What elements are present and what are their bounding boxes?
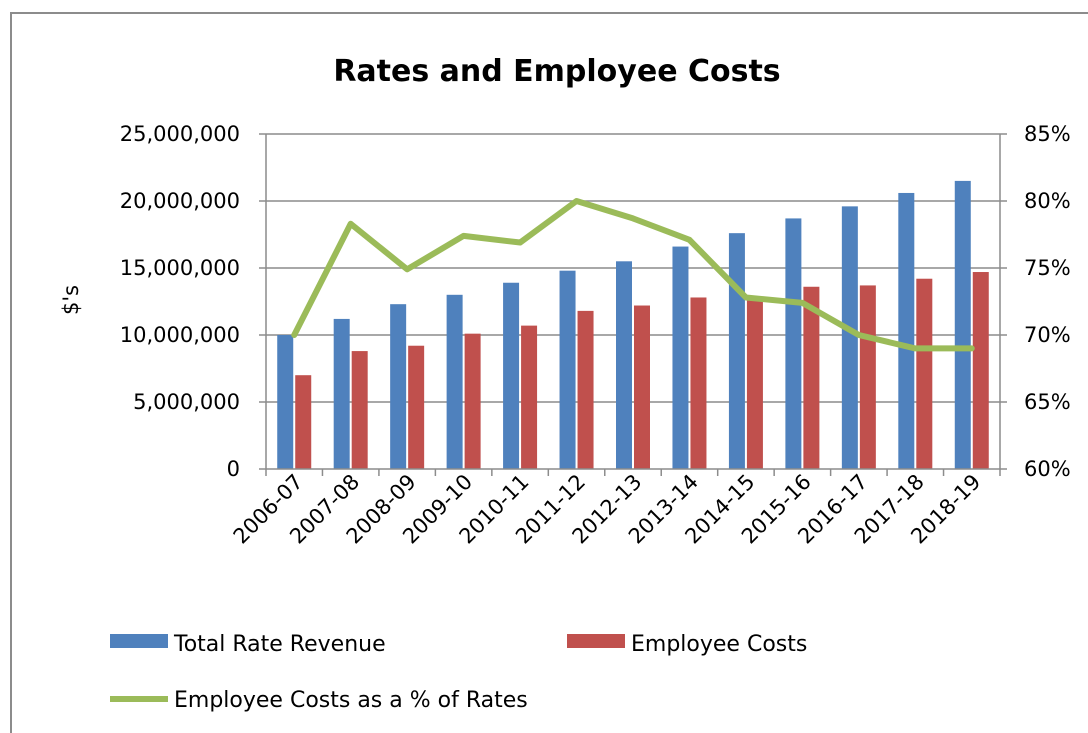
right-axis-ticks: 60% 65% 70% 75% 80% 85% — [1000, 122, 1071, 481]
y-tick-label: 20,000,000 — [120, 189, 240, 213]
bar-employee-costs — [408, 345, 425, 469]
line-series-group — [291, 198, 975, 352]
bar-total-rate-revenue — [277, 335, 294, 469]
y2-tick-label: 70% — [1024, 323, 1071, 347]
y-tick-label: 5,000,000 — [133, 390, 240, 414]
legend-swatch-employee-costs — [567, 634, 625, 648]
bar-employee-costs — [295, 375, 312, 469]
bar-employee-costs — [972, 272, 989, 469]
chart-frame: Rates and Employee Costs 0 5,000,000 10,00… — [10, 12, 1088, 733]
bar-total-rate-revenue — [333, 318, 350, 469]
bar-employee-costs — [634, 305, 650, 469]
y2-tick-label: 60% — [1024, 457, 1071, 481]
y-tick-label: 25,000,000 — [120, 122, 240, 146]
bar-employee-costs — [690, 297, 707, 469]
y2-tick-label: 65% — [1024, 390, 1071, 414]
bar-total-rate-revenue — [503, 282, 520, 469]
bar-employee-costs — [577, 310, 594, 469]
chart-title: Rates and Employee Costs — [333, 54, 780, 89]
legend-label-total-rate-revenue: Total Rate Revenue — [173, 632, 386, 657]
bar-total-rate-revenue — [841, 206, 858, 470]
legend: Total Rate Revenue Employee Costs Employ… — [110, 632, 807, 713]
bar-total-rate-revenue — [785, 218, 802, 469]
gridlines — [266, 133, 1000, 403]
bar-employee-costs — [859, 285, 876, 469]
bar-employee-costs — [803, 286, 820, 469]
bar-employee-costs — [746, 297, 763, 469]
y2-tick-label: 85% — [1024, 122, 1071, 146]
chart-svg: Rates and Employee Costs 0 5,000,000 10,00… — [59, 54, 1071, 713]
left-axis-ticks: 0 5,000,000 10,000,000 15,000,000 20,000,000… — [120, 122, 266, 481]
y-tick-label: 0 — [227, 457, 240, 481]
y2-tick-label: 80% — [1024, 189, 1071, 213]
bar-employee-costs — [351, 351, 368, 469]
legend-label-employee-costs: Employee Costs — [631, 632, 807, 657]
legend-swatch-total-rate-revenue — [110, 634, 168, 648]
bar-total-rate-revenue — [672, 246, 689, 469]
legend-label-cost-percent: Employee Costs as a % of Rates — [174, 688, 528, 713]
y-tick-label: 10,000,000 — [120, 323, 240, 347]
bar-total-rate-revenue — [898, 192, 915, 469]
bar-total-rate-revenue — [559, 270, 576, 469]
bar-total-rate-revenue — [390, 304, 407, 469]
line-employee-costs-percent — [291, 198, 975, 352]
axes — [265, 134, 1001, 470]
bar-total-rate-revenue — [728, 233, 745, 469]
bar-employee-costs — [521, 325, 538, 469]
y-axis-label: $'s — [59, 285, 83, 315]
bar-total-rate-revenue — [954, 180, 971, 469]
y-tick-label: 15,000,000 — [120, 256, 240, 280]
x-axis-ticks: 2006-072007-082008-092009-102010-112011-… — [229, 469, 1001, 549]
bar-employee-costs — [464, 333, 481, 469]
bar-total-rate-revenue — [446, 294, 463, 469]
bars-group — [277, 180, 989, 470]
bar-employee-costs — [916, 278, 933, 469]
y2-tick-label: 75% — [1024, 256, 1071, 280]
bar-total-rate-revenue — [616, 261, 632, 469]
